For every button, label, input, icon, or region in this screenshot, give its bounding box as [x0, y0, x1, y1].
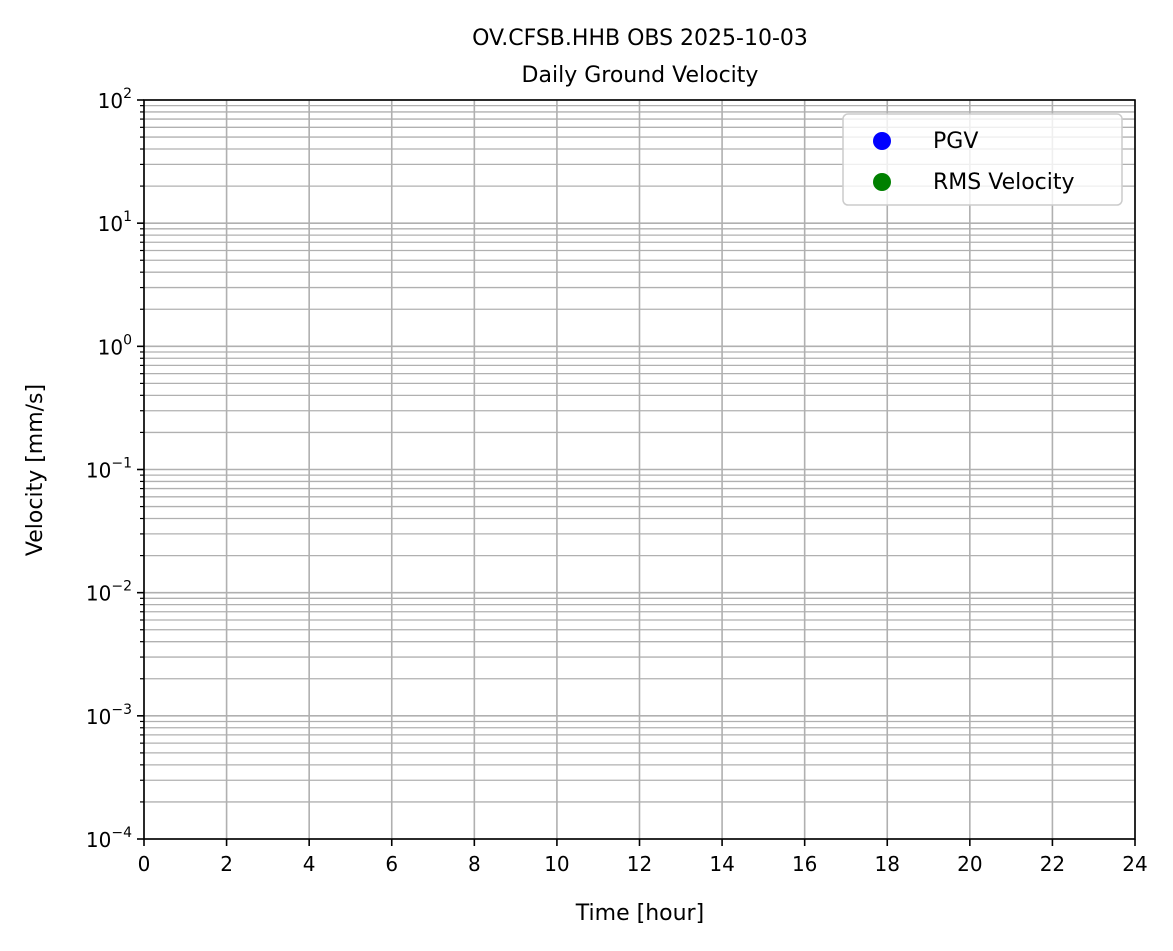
grid [143, 99, 1136, 840]
x-tick-label: 4 [303, 852, 316, 876]
legend-label-rms: RMS Velocity [933, 170, 1075, 195]
plot-frame [143, 99, 1136, 840]
x-tick-label: 16 [792, 852, 817, 876]
y-tick-label: 10−2 [86, 579, 132, 606]
y-axis-label: Velocity [mm/s] [23, 384, 48, 556]
x-tick-label: 8 [468, 852, 481, 876]
y-tick-label: 102 [98, 86, 132, 113]
y-tick-label: 10−1 [86, 456, 132, 483]
x-axis-label: Time [hour] [575, 901, 704, 926]
x-tick-label: 22 [1040, 852, 1065, 876]
x-tick-label: 18 [875, 852, 900, 876]
x-tick-label: 14 [709, 852, 734, 876]
legend: PGV RMS Velocity [842, 113, 1123, 206]
x-tick-label: 24 [1122, 852, 1147, 876]
legend-marker-pgv [873, 132, 891, 150]
x-tick-label: 6 [385, 852, 398, 876]
legend-marker-rms [873, 173, 891, 191]
chart-title: OV.CFSB.HHB OBS 2025-10-03 [472, 26, 808, 51]
x-tick-label: 2 [220, 852, 233, 876]
legend-box [842, 113, 1123, 206]
ticks: 0 2 4 6 8 10 12 14 16 18 20 22 2410−410−310−210−1100… [86, 86, 1148, 876]
y-tick-label: 101 [98, 209, 132, 236]
x-tick-label: 20 [957, 852, 982, 876]
y-tick-label: 10−3 [86, 702, 132, 729]
x-tick-label: 0 [138, 852, 151, 876]
legend-label-pgv: PGV [933, 129, 978, 154]
y-tick-label: 10−4 [86, 825, 132, 852]
chart-subtitle: Daily Ground Velocity [522, 63, 759, 88]
y-tick-label: 100 [98, 332, 132, 359]
x-tick-label: 12 [627, 852, 652, 876]
x-tick-label: 10 [544, 852, 569, 876]
